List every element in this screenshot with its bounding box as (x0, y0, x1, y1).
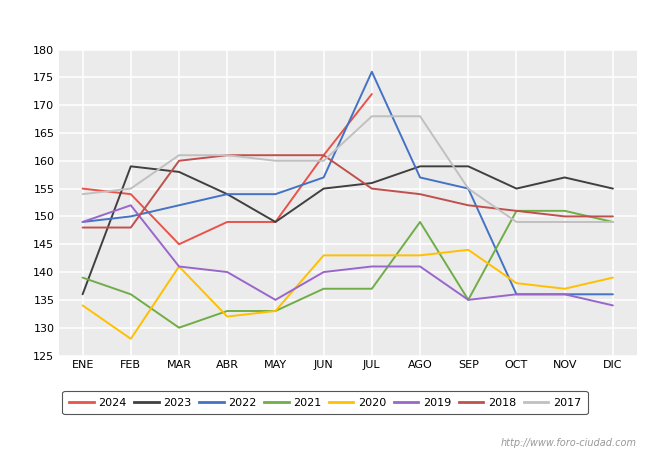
Legend: 2024, 2023, 2022, 2021, 2020, 2019, 2018, 2017: 2024, 2023, 2022, 2021, 2020, 2019, 2018… (62, 391, 588, 414)
Text: Afiliados en Villarquemado a 31/5/2024: Afiliados en Villarquemado a 31/5/2024 (161, 14, 489, 32)
Text: http://www.foro-ciudad.com: http://www.foro-ciudad.com (501, 438, 637, 448)
